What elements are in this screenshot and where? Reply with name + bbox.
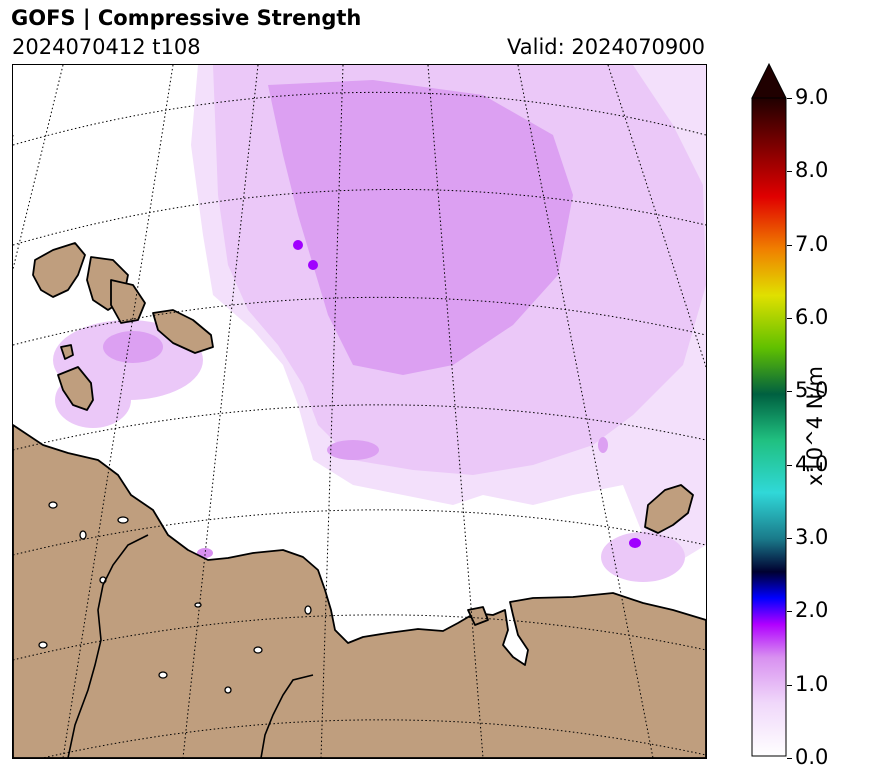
- colorbar-tick-label: 8.0: [795, 158, 829, 183]
- ice-spot-peak-b: [308, 260, 318, 270]
- map-panel: [12, 64, 707, 759]
- lake-5: [224, 686, 232, 694]
- inland-lakes: [38, 501, 312, 694]
- lake-10: [253, 646, 263, 654]
- meridian-line-7: [607, 65, 706, 369]
- ice-field-strong-b: [358, 185, 473, 325]
- lake-2: [79, 530, 87, 540]
- river-east: [260, 674, 314, 758]
- lake-4: [158, 671, 168, 679]
- lake-6: [304, 605, 312, 615]
- archipelago-west-c: [152, 309, 214, 354]
- colorbar-tick-label: 7.0: [795, 231, 829, 256]
- archipelago-west-d: [110, 279, 146, 324]
- colorbar-graphic: [751, 62, 787, 757]
- island-east: [644, 484, 694, 534]
- colorbar-tick-mark: [787, 244, 792, 246]
- meridian-line-6: [517, 65, 654, 758]
- ice-spot-peak-d: [629, 538, 641, 548]
- colorbar-tick-mark: [787, 758, 792, 759]
- colorbar-tick-label: 4.0: [795, 451, 829, 476]
- colorbar-tick-label: 6.0: [795, 305, 829, 329]
- river-main: [67, 534, 149, 758]
- colorbar-tick-label: 9.0: [795, 85, 829, 109]
- ice-spot-peak-f: [598, 437, 608, 453]
- latitude-line-6: [13, 509, 706, 556]
- colorbar-tick-mark: [787, 464, 792, 466]
- lake-1: [48, 501, 58, 509]
- meridian-line-2: [62, 65, 174, 758]
- inland-lines: [67, 534, 314, 758]
- colorbar: [751, 62, 787, 760]
- colorbar-gradient: [751, 97, 787, 757]
- lake-3: [117, 516, 129, 524]
- colorbar-tick-label: 2.0: [795, 598, 829, 623]
- colorbar-tick-mark: [787, 391, 792, 393]
- colorbar-tick-label: 3.0: [795, 525, 829, 549]
- island-east-small: [467, 606, 489, 626]
- colorbar-tick-label: 0.0: [795, 745, 829, 769]
- chart-title: GOFS | Compressive Strength: [11, 6, 362, 30]
- lake-8: [194, 602, 202, 608]
- colorbar-tick-mark: [787, 538, 792, 539]
- mainland-coast: [13, 424, 706, 758]
- ice-patch-center: [327, 440, 379, 460]
- map-canvas: [13, 65, 706, 758]
- ice-patch-east: [601, 532, 685, 582]
- valid-label: Valid: 2024070900: [507, 35, 705, 59]
- colorbar-tick-mark: [787, 171, 792, 173]
- colorbar-tick-label: 1.0: [795, 671, 829, 696]
- colorbar-tick-mark: [787, 98, 792, 99]
- colorbar-tick-mark: [787, 684, 792, 686]
- ice-spot-peak-a: [293, 240, 303, 250]
- archipelago-west-a: [32, 242, 86, 298]
- colorbar-unit-label: x10^4 N/m: [803, 365, 827, 487]
- island-small-west: [60, 344, 74, 360]
- latitude-line-4: [13, 296, 706, 346]
- latitude-line-8: [40, 719, 706, 758]
- graticule: [13, 65, 706, 758]
- island-southwest: [57, 366, 94, 411]
- land-masses: [13, 242, 706, 758]
- lake-7: [38, 641, 48, 649]
- meridian-line-3: [182, 65, 259, 758]
- ice-field: [53, 65, 706, 630]
- latitude-line-2: [13, 91, 706, 146]
- colorbar-tick-label: 5.0: [795, 378, 829, 403]
- colorbar-tick-mark: [787, 318, 792, 319]
- run-label: 2024070412 t108: [12, 35, 201, 59]
- colorbar-tick-mark: [787, 611, 792, 613]
- latitude-line-3: [13, 188, 706, 246]
- latitude-line-7: [13, 614, 706, 661]
- colorbar-extend-arrow: [751, 62, 787, 99]
- latitude-line-5: [13, 404, 706, 451]
- ice-patch-northwest-core: [103, 331, 163, 363]
